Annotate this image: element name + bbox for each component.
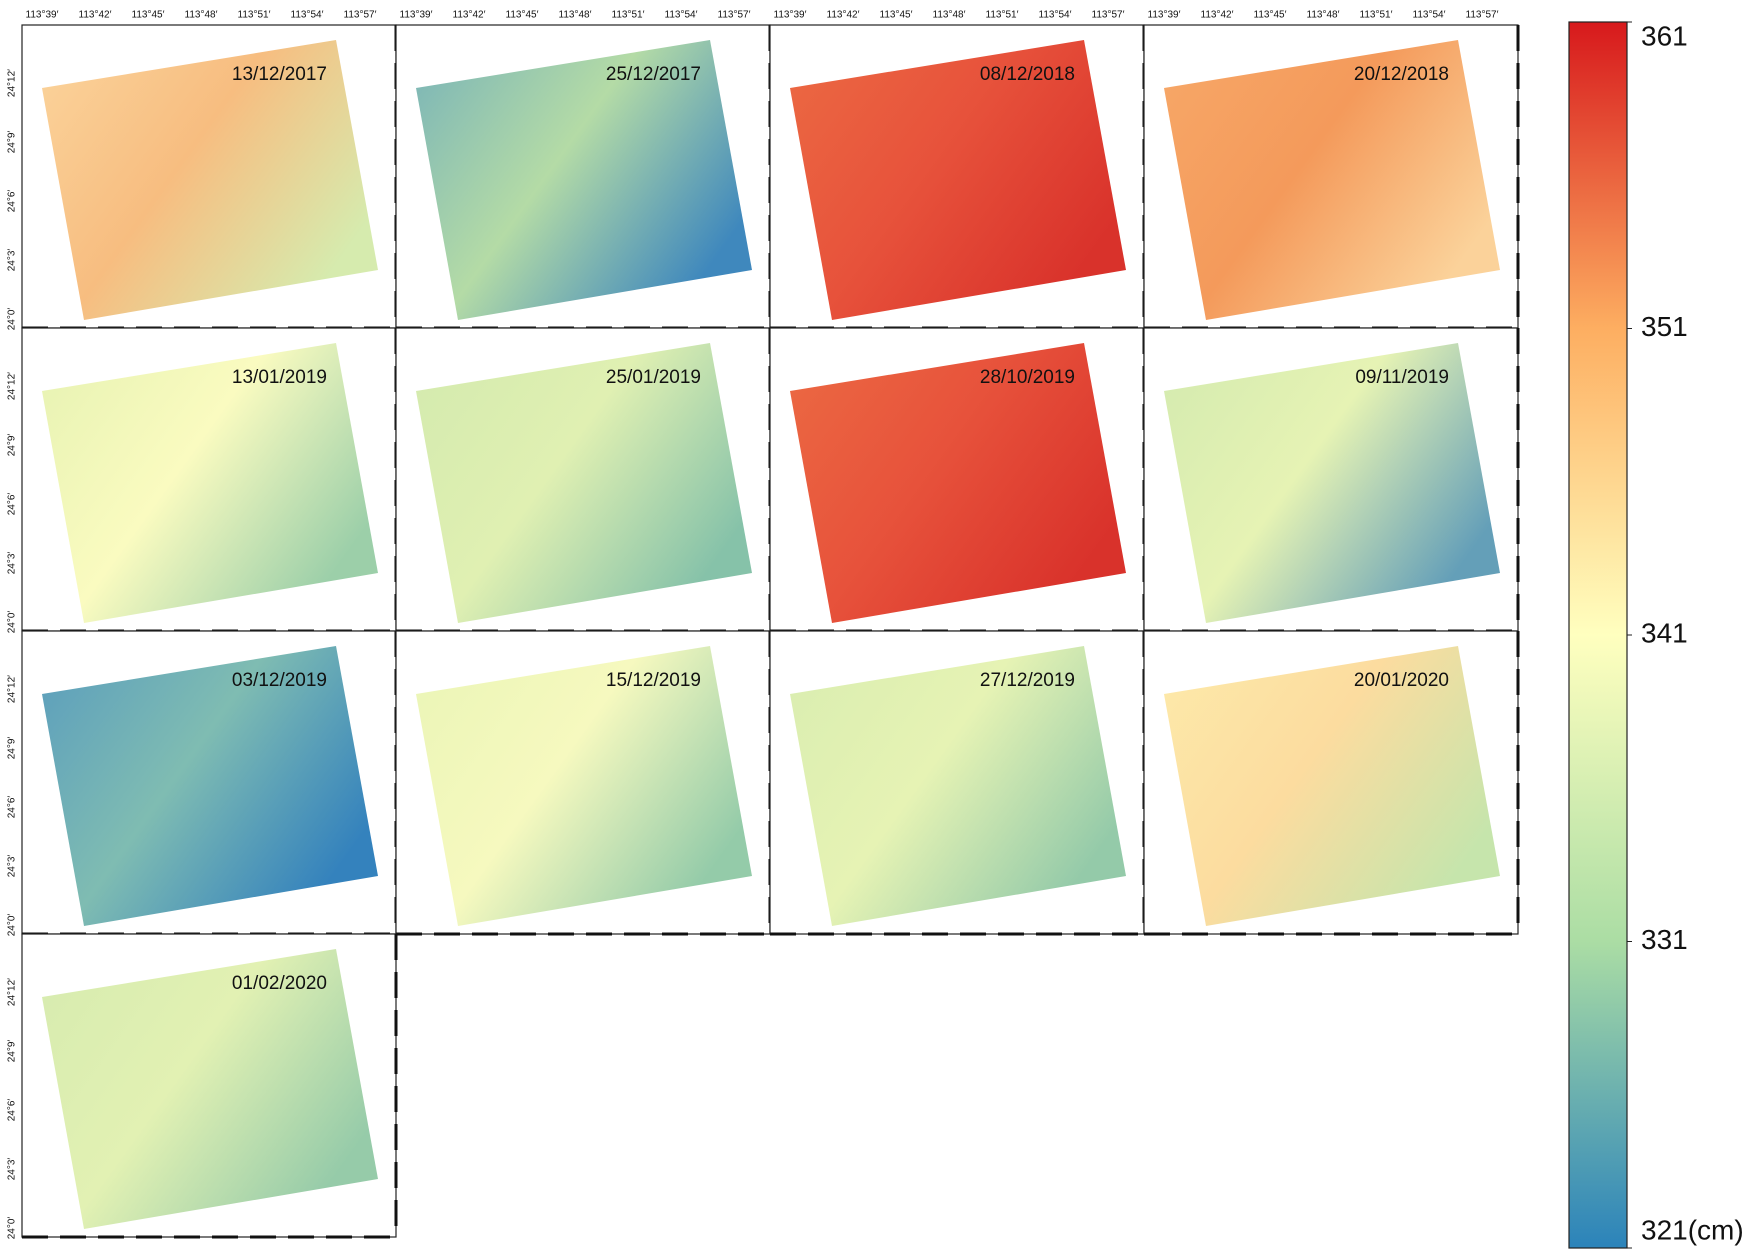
longitude-tick-label: 113°42′ [79,10,112,21]
study-area [416,646,752,926]
study-area [790,646,1126,926]
latitude-tick-label: 24°3′ [7,1158,18,1181]
longitude-tick-label: 113°42′ [453,10,486,21]
longitude-tick-label: 113°48′ [185,10,218,21]
colorbar-tick-label: 341 [1641,617,1688,648]
panel-date: 09/11/2019 [1355,367,1449,388]
longitude-tick-label: 113°57′ [344,10,377,21]
longitude-tick-label: 113°45′ [132,10,165,21]
map-panel: 20/12/2018 113°39′ 113°42′ 113°45′ 113°48′ 11… [1143,10,1520,330]
longitude-tick-label: 113°39′ [774,10,807,21]
panel-date: 25/12/2017 [606,64,701,85]
study-area [790,40,1126,320]
longitude-tick-label: 113°57′ [718,10,751,21]
panel-date: 28/10/2019 [980,367,1075,388]
latitude-tick-label: 24°9′ [7,737,18,760]
latitude-tick-label: 24°12′ [7,675,18,703]
longitude-tick-label: 113°57′ [1466,10,1499,21]
longitude-tick-label: 113°42′ [827,10,860,21]
latitude-tick-label: 24°0′ [7,611,18,634]
study-area [42,343,378,623]
latitude-tick-label: 24°12′ [7,978,18,1006]
latitude-tick-label: 24°0′ [7,1217,18,1240]
longitude-tick-label: 113°45′ [506,10,539,21]
panel-date: 20/12/2018 [1354,64,1449,85]
study-area [42,646,378,926]
map-panel: 09/11/2019 [1143,327,1520,633]
longitude-tick-label: 113°45′ [1254,10,1287,21]
latitude-tick-label: 24°12′ [7,372,18,400]
latitude-tick-label: 24°3′ [7,855,18,878]
map-panel: 15/12/2019 [395,630,772,936]
panel-date: 03/12/2019 [232,670,327,691]
panel-date: 01/02/2020 [232,973,327,994]
panel-date: 13/01/2019 [232,367,327,388]
latitude-tick-label: 24°6′ [7,493,18,516]
longitude-tick-label: 113°54′ [1413,10,1446,21]
study-area [42,949,378,1229]
longitude-tick-label: 113°51′ [986,10,1019,21]
study-area [1164,646,1500,926]
latitude-tick-label: 24°0′ [7,308,18,331]
longitude-tick-label: 113°51′ [1360,10,1393,21]
colorbar-tick-label: 321(cm) [1641,1214,1744,1245]
panel-date: 27/12/2019 [980,670,1075,691]
panel-date: 15/12/2019 [606,670,701,691]
longitude-tick-label: 113°48′ [559,10,592,21]
latitude-tick-label: 24°3′ [7,249,18,272]
latitude-tick-label: 24°3′ [7,552,18,575]
colorbar-tick-label: 361 [1641,20,1688,51]
latitude-tick-label: 24°12′ [7,69,18,97]
longitude-tick-label: 113°51′ [238,10,271,21]
panel-date: 08/12/2018 [980,64,1075,85]
panel-date: 20/01/2020 [1354,670,1449,691]
map-panel: 13/12/2017 113°39′ 113°42′ 113°45′ 113°48′ 11… [7,10,398,331]
study-area [416,40,752,320]
longitude-tick-label: 113°48′ [933,10,966,21]
panel-date: 25/01/2019 [606,367,701,388]
longitude-tick-label: 113°57′ [1092,10,1125,21]
longitude-tick-label: 113°39′ [26,10,59,21]
map-panel: 28/10/2019 [769,327,1146,633]
latitude-tick-label: 24°9′ [7,1040,18,1063]
latitude-tick-label: 24°6′ [7,1099,18,1122]
longitude-tick-label: 113°42′ [1201,10,1234,21]
latitude-tick-label: 24°6′ [7,190,18,213]
longitude-tick-label: 113°39′ [400,10,433,21]
colorbar-tick-label: 351 [1641,311,1688,342]
longitude-tick-label: 113°54′ [291,10,324,21]
map-panel: 03/12/2019 24°12′ 24°9′ 24°6′ 24°3′ 24°0′ [7,630,398,937]
colorbar [1568,21,1628,1249]
map-panel: 25/12/2017 113°39′ 113°42′ 113°45′ 113°48′ 11… [395,10,772,330]
latitude-tick-label: 24°0′ [7,914,18,937]
longitude-tick-label: 113°39′ [1148,10,1181,21]
longitude-tick-label: 113°54′ [665,10,698,21]
map-panel: 13/01/2019 24°12′ 24°9′ 24°6′ 24°3′ 24°0′ [7,327,398,634]
map-panel: 08/12/2018 113°39′ 113°42′ 113°45′ 113°48′ 11… [769,10,1146,330]
map-panel: 20/01/2020 [1143,630,1520,936]
map-panel: 27/12/2019 [769,630,1146,936]
latitude-tick-label: 24°9′ [7,131,18,154]
latitude-tick-label: 24°6′ [7,796,18,819]
study-area [790,343,1126,623]
latitude-tick-label: 24°9′ [7,434,18,457]
map-panel: 25/01/2019 [395,327,772,633]
study-area [42,40,378,320]
map-panel: 01/02/2020 24°12′ 24°9′ 24°6′ 24°3′ 24°0′ [7,933,398,1240]
longitude-tick-label: 113°45′ [880,10,913,21]
colorbar-tick-label: 331 [1641,924,1688,955]
longitude-tick-label: 113°54′ [1039,10,1072,21]
longitude-tick-label: 113°48′ [1307,10,1340,21]
study-area [1164,343,1500,623]
panel-date: 13/12/2017 [232,64,327,85]
longitude-tick-label: 113°51′ [612,10,645,21]
study-area [1164,40,1500,320]
study-area [416,343,752,623]
